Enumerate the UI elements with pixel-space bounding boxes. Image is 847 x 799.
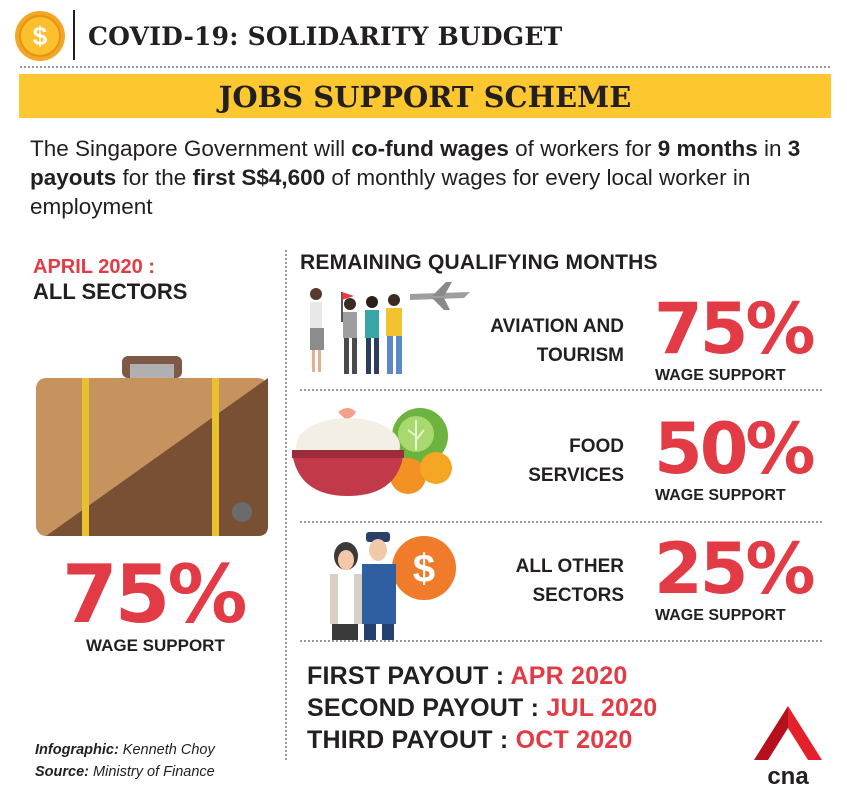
left-wage-label: WAGE SUPPORT: [86, 636, 225, 655]
other-percent: 25%: [654, 528, 816, 610]
payout-label: THIRD PAYOUT :: [307, 726, 516, 754]
sector-line: TOURISM: [536, 345, 624, 366]
other-wage-label: WAGE SUPPORT: [655, 607, 786, 624]
aviation-percent: 75%: [654, 288, 816, 370]
food-bowl-icon: [290, 400, 460, 500]
payout-third: THIRD PAYOUT : OCT 2020: [307, 726, 633, 755]
workers-icon: $: [324, 528, 460, 640]
payout-date: APR 2020: [510, 662, 628, 690]
left-date: APRIL 2020 :: [33, 256, 155, 278]
header-title: COVID-19: SOLIDARITY BUDGET: [88, 22, 563, 51]
payout-first: FIRST PAYOUT : APR 2020: [307, 662, 627, 691]
svg-text:$: $: [413, 547, 435, 591]
header-rule: [20, 66, 830, 68]
banner-title: JOBS SUPPORT SCHEME: [218, 80, 632, 114]
coin-icon: $: [14, 10, 66, 62]
sector-line: ALL OTHER: [515, 556, 624, 577]
left-percent: 75%: [62, 548, 247, 641]
intro-text: The Singapore Government will co-fund wa…: [30, 134, 830, 221]
intro-part: The Singapore Government will: [30, 136, 352, 161]
food-percent: 50%: [654, 408, 816, 490]
row-divider: [300, 521, 822, 523]
left-sector: ALL SECTORS: [33, 279, 188, 304]
credit-source: Source: Ministry of Finance: [35, 764, 215, 780]
sector-label-food: FOOD SERVICES: [424, 432, 624, 490]
sector-label-other: ALL OTHER SECTORS: [424, 552, 624, 610]
payout-second: SECOND PAYOUT : JUL 2020: [307, 694, 657, 723]
title-banner: JOBS SUPPORT SCHEME: [19, 74, 831, 118]
row-divider: [300, 640, 822, 642]
cna-logo-text: cna: [767, 763, 809, 788]
remaining-title: REMAINING QUALIFYING MONTHS: [300, 251, 658, 274]
intro-part: of workers for: [508, 136, 658, 161]
sector-line: SERVICES: [528, 465, 624, 486]
intro-bold: 9 months: [657, 136, 758, 161]
credit-label: Source:: [35, 764, 89, 780]
intro-bold: 3 payouts: [30, 136, 801, 190]
credit-infographic: Infographic: Kenneth Choy: [35, 742, 215, 758]
intro-part: for the: [116, 165, 193, 190]
sector-line: SECTORS: [532, 585, 624, 606]
travellers-icon: [302, 278, 472, 382]
header-divider: [73, 10, 75, 60]
column-divider: [285, 250, 287, 760]
sector-label-aviation: AVIATION AND TOURISM: [424, 312, 624, 370]
intro-bold: first S$4,600: [192, 165, 326, 190]
cna-logo: cna: [752, 704, 824, 790]
intro-part: in: [757, 136, 788, 161]
payout-date: JUL 2020: [546, 694, 658, 722]
sector-line: FOOD: [569, 436, 624, 457]
briefcase-icon: [36, 356, 268, 536]
intro-bold: co-fund wages: [351, 136, 509, 161]
payout-label: FIRST PAYOUT :: [307, 662, 511, 690]
credit-value: Kenneth Choy: [118, 742, 215, 758]
food-wage-label: WAGE SUPPORT: [655, 487, 786, 504]
coin-symbol: $: [33, 21, 48, 51]
sector-line: AVIATION AND: [490, 316, 624, 337]
row-divider: [300, 389, 822, 391]
payout-label: SECOND PAYOUT :: [307, 694, 547, 722]
intro-part: of monthly wages for every local worker …: [30, 165, 751, 219]
credit-value: Ministry of Finance: [89, 764, 215, 780]
payout-date: OCT 2020: [515, 726, 633, 754]
credit-label: Infographic:: [35, 742, 119, 758]
aviation-wage-label: WAGE SUPPORT: [655, 367, 786, 384]
